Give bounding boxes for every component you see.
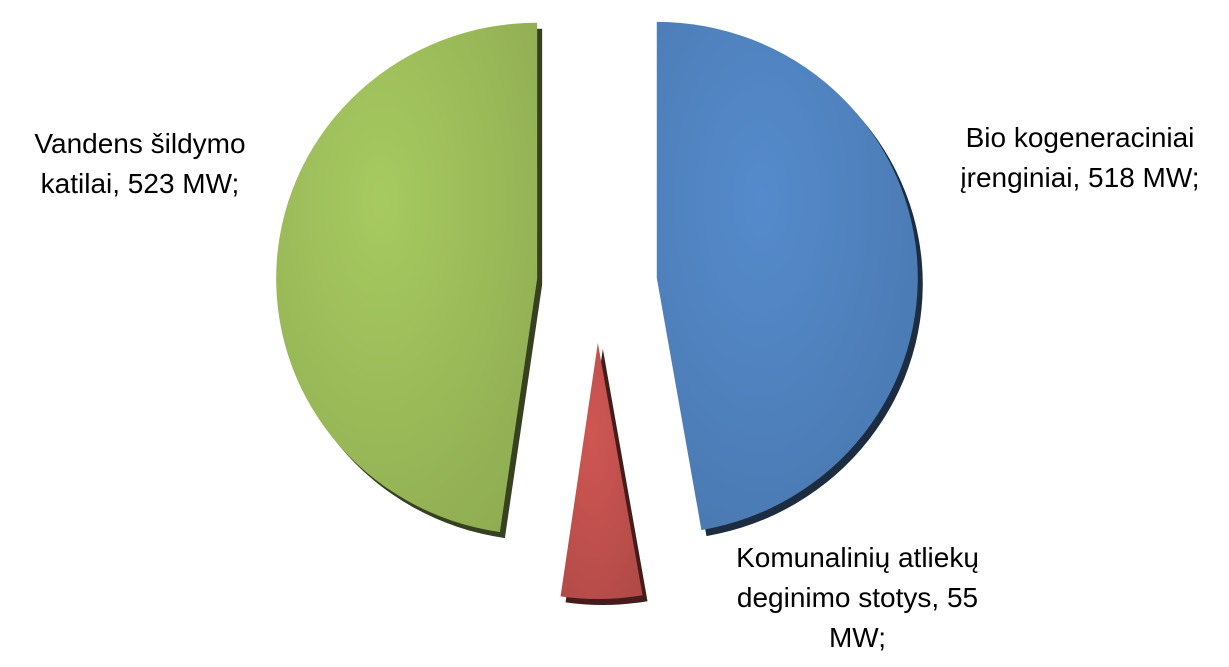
slice-label: Vandens šildymo katilai, 523 MW; [34, 128, 246, 199]
slice [560, 342, 643, 599]
slice-label: Komunalinių atliekų deginimo stotys, 55 … [736, 542, 979, 653]
slice-label: Bio kogeneraciniai įrenginiai, 518 MW; [960, 122, 1200, 193]
slice [656, 21, 918, 531]
slice [276, 22, 538, 533]
